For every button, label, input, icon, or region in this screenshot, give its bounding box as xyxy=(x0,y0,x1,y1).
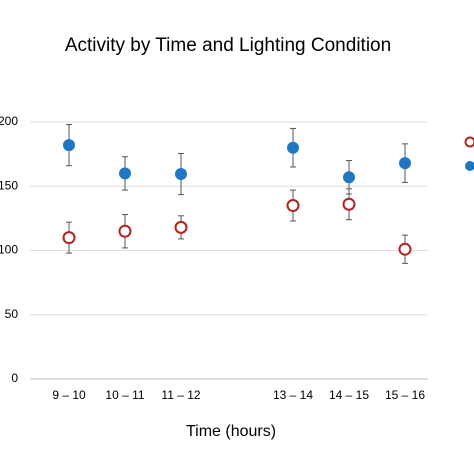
y-tick-label: 50 xyxy=(5,307,19,321)
legend-marker xyxy=(464,136,474,148)
x-tick-label: 13 – 14 xyxy=(273,388,313,402)
y-tick-label: 0 xyxy=(11,371,18,385)
y-tick-label: 100 xyxy=(0,243,18,257)
point xyxy=(62,231,76,245)
point xyxy=(174,220,188,234)
point xyxy=(399,157,411,170)
x-axis-label: Time (hours) xyxy=(186,423,276,440)
point xyxy=(342,197,356,211)
x-tick-label: 11 – 12 xyxy=(161,388,200,402)
y-tick-label: 200 xyxy=(0,114,18,128)
point xyxy=(287,141,299,154)
point xyxy=(118,224,132,238)
x-tick-label: 15 – 16 xyxy=(385,388,425,402)
point xyxy=(398,242,412,256)
y-tick-label: 150 xyxy=(0,178,18,192)
x-tick-label: 9 – 10 xyxy=(52,388,86,402)
point xyxy=(119,167,131,180)
chart-title: Activity by Time and Lighting Condition xyxy=(65,35,391,56)
x-tick-label: 10 – 11 xyxy=(105,388,144,402)
point xyxy=(343,171,355,184)
point xyxy=(175,168,187,181)
x-tick-label: 14 – 15 xyxy=(329,388,369,402)
legend-marker xyxy=(465,161,474,171)
point xyxy=(286,199,300,213)
point xyxy=(63,139,75,152)
